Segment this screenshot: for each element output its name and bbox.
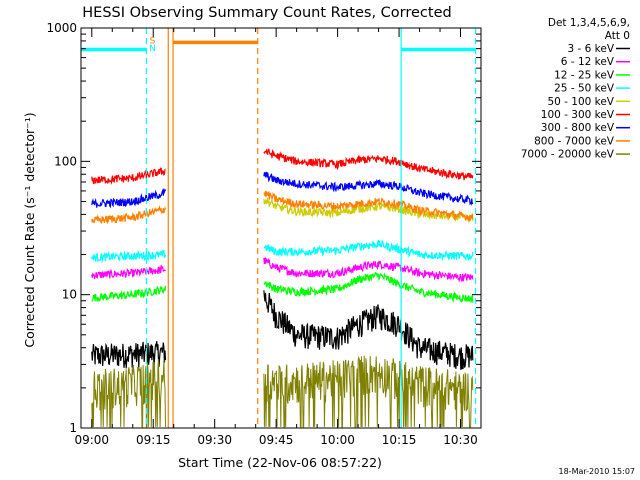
- legend-label: 800 - 7000 keV: [534, 135, 615, 147]
- chart-title: HESSI Observing Summary Count Rates, Cor…: [82, 5, 451, 21]
- series-line: [263, 355, 474, 428]
- y-tick-label: 10: [62, 288, 77, 302]
- legend-label: 25 - 50 keV: [554, 83, 615, 95]
- y-tick-label: 1000: [46, 21, 77, 35]
- series-1: [91, 256, 474, 283]
- series-line: [263, 190, 474, 222]
- series-line: [263, 271, 474, 303]
- x-tick-label: 10:30: [443, 433, 478, 447]
- x-tick-label: 09:15: [136, 433, 171, 447]
- x-tick-label: 09:00: [74, 433, 109, 447]
- series-line: [91, 248, 167, 264]
- legend-label: 50 - 100 keV: [547, 96, 614, 108]
- series-line: [91, 205, 167, 225]
- legend-label: 12 - 25 keV: [554, 69, 615, 81]
- y-tick-label: 100: [54, 154, 77, 168]
- series-line: [263, 256, 474, 283]
- x-axis: 09:00 09:15 09:30 09:45 10:00 10:15 10:30: [74, 28, 478, 447]
- series-line: [263, 171, 474, 206]
- x-axis-label: Start Time (22-Nov-06 08:57:22): [178, 455, 382, 470]
- legend-header-line2: Att 0: [605, 30, 630, 42]
- series-line: [263, 290, 474, 370]
- series-6: [91, 171, 474, 209]
- x-tick-label: 09:45: [259, 433, 294, 447]
- y-tick-label: 1: [69, 421, 77, 435]
- y-axis-label: Corrected Count Rate (s⁻¹ detector⁻¹): [22, 112, 37, 347]
- legend-label: 3 - 6 keV: [567, 43, 614, 55]
- series-line: [91, 167, 166, 185]
- y-axis: 1 10 100 1000: [46, 21, 481, 435]
- series-line: [91, 264, 166, 280]
- plot-area: SN: [81, 28, 477, 428]
- series-line: [91, 285, 167, 303]
- annotation-0: S: [150, 36, 156, 46]
- legend-header-line1: Det 1,3,4,5,6,9,: [548, 17, 630, 29]
- series-0: [91, 290, 474, 370]
- series-line: [263, 239, 474, 262]
- annotation-1: N: [149, 44, 156, 54]
- series-line: [91, 341, 167, 369]
- timestamp-label: 18-Mar-2010 15:07: [559, 467, 636, 476]
- x-tick-label: 09:30: [197, 433, 232, 447]
- series-5: [91, 148, 474, 185]
- series-2: [91, 271, 474, 303]
- series-line: [263, 148, 474, 181]
- legend-label: 300 - 800 keV: [541, 122, 615, 134]
- x-tick-label: 10:15: [382, 433, 417, 447]
- series-7: [91, 190, 474, 225]
- series-8: [91, 355, 474, 428]
- legend-label: 6 - 12 keV: [561, 56, 615, 68]
- series-line: [91, 359, 166, 428]
- x-tick-label: 10:00: [320, 433, 355, 447]
- series-line: [91, 187, 167, 209]
- legend-label: 7000 - 20000 keV: [521, 149, 615, 161]
- plot-frame: [80, 27, 482, 429]
- series-3: [91, 239, 474, 264]
- legend-label: 100 - 300 keV: [541, 109, 615, 121]
